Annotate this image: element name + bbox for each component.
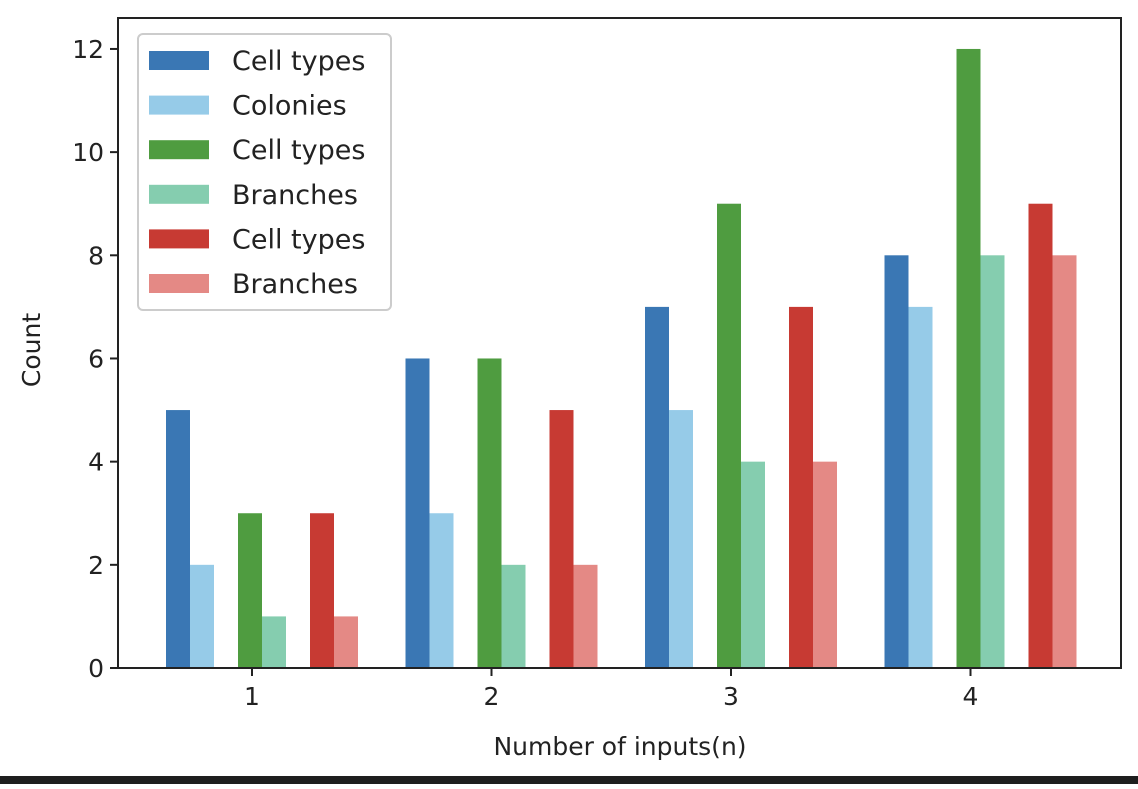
bar-series-4-cat-2 bbox=[501, 564, 526, 668]
y-tick-label-2: 2 bbox=[88, 551, 104, 580]
legend: Cell types Colonies Cell types Branches Cell… bbox=[137, 33, 392, 311]
bar-series-4-cat-1 bbox=[262, 616, 286, 668]
legend-label-5: Cell types bbox=[232, 224, 365, 255]
bars-layer bbox=[166, 48, 1077, 669]
legend-swatch-1 bbox=[149, 51, 209, 70]
bar-series-2-cat-3 bbox=[669, 410, 693, 668]
legend-swatch-5 bbox=[149, 229, 209, 249]
bar-series-6-cat-1 bbox=[334, 616, 358, 668]
legend-label-2: Colonies bbox=[232, 91, 347, 122]
legend-label-6: Branches bbox=[232, 269, 358, 300]
y-tick-label-8: 8 bbox=[88, 241, 104, 270]
x-tick-label-3: 3 bbox=[723, 682, 739, 711]
legend-label-4: Branches bbox=[232, 180, 358, 211]
plot-frame bbox=[117, 17, 1122, 669]
bar-series-5-cat-4 bbox=[1028, 203, 1053, 668]
bar-series-3-cat-1 bbox=[238, 513, 262, 668]
bar-series-4-cat-3 bbox=[741, 461, 765, 668]
y-tick-label-10: 10 bbox=[72, 138, 104, 167]
bar-series-1-cat-2 bbox=[405, 358, 430, 668]
legend-label-3: Cell types bbox=[232, 135, 365, 166]
bar-series-6-cat-2 bbox=[573, 564, 598, 668]
y-tick-label-6: 6 bbox=[88, 344, 104, 373]
bar-series-6-cat-4 bbox=[1052, 255, 1077, 669]
bar-series-5-cat-2 bbox=[549, 410, 574, 668]
y-tick-label-4: 4 bbox=[88, 448, 104, 477]
bar-series-3-cat-3 bbox=[717, 203, 741, 668]
bar-series-4-cat-4 bbox=[980, 255, 1005, 669]
y-tick-label-0: 0 bbox=[88, 654, 104, 683]
bar-series-5-cat-3 bbox=[789, 306, 813, 668]
legend-swatch-2 bbox=[149, 95, 209, 115]
y-tick-label-12: 12 bbox=[72, 35, 104, 64]
x-axis-label: Number of inputs(n) bbox=[493, 732, 746, 761]
x-tick-label-2: 2 bbox=[484, 682, 500, 711]
window-bottom-border bbox=[0, 776, 1138, 784]
bar-series-2-cat-4 bbox=[908, 306, 933, 668]
y-axis-label: Count bbox=[17, 313, 46, 387]
legend-swatch-3 bbox=[149, 140, 209, 160]
x-tick-label-1: 1 bbox=[244, 682, 260, 711]
bar-series-1-cat-4 bbox=[884, 255, 909, 669]
legend-swatch-4 bbox=[149, 184, 209, 204]
x-tick-label-4: 4 bbox=[963, 682, 979, 711]
bar-series-1-cat-3 bbox=[645, 306, 669, 668]
bar-series-5-cat-1 bbox=[310, 513, 334, 668]
bar-series-2-cat-2 bbox=[429, 513, 454, 668]
bar-series-1-cat-1 bbox=[166, 410, 190, 668]
bar-series-2-cat-1 bbox=[190, 564, 214, 668]
legend-label-1: Cell types bbox=[232, 46, 365, 77]
bar-series-6-cat-3 bbox=[813, 461, 837, 668]
legend-swatch-6 bbox=[149, 274, 209, 293]
bar-series-3-cat-4 bbox=[956, 48, 981, 668]
bar-series-3-cat-2 bbox=[477, 358, 502, 668]
